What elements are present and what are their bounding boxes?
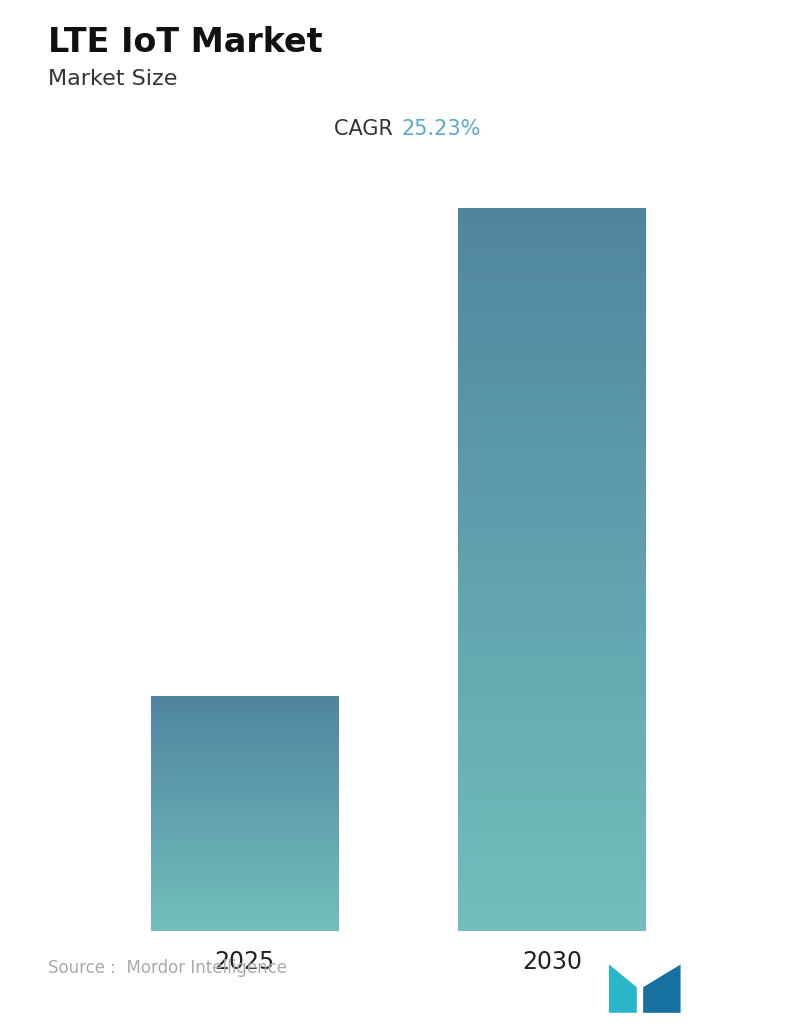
Text: LTE IoT Market: LTE IoT Market [48,26,322,59]
Polygon shape [643,965,681,1013]
Polygon shape [609,965,637,1013]
Text: 25.23%: 25.23% [402,119,482,139]
Text: CAGR: CAGR [334,119,400,139]
Text: Source :  Mordor Intelligence: Source : Mordor Intelligence [48,960,287,977]
Text: Market Size: Market Size [48,69,178,89]
